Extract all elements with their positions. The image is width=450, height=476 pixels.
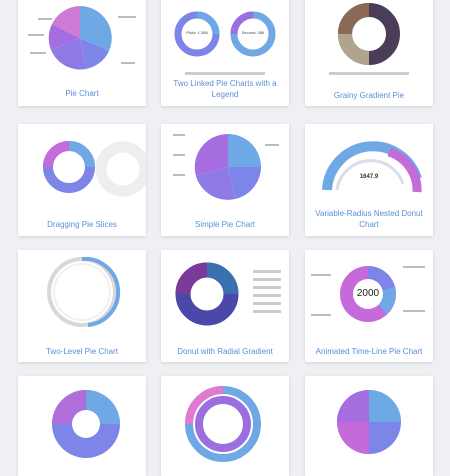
two-linked-pies-thumbnail xyxy=(174,11,276,75)
donut-radial-gradient-thumbnail xyxy=(175,262,281,326)
gallery-card-row4-middle[interactable] xyxy=(161,376,289,476)
right-pie-label: Second: 389 xyxy=(241,30,265,35)
row4-left-pie-thumbnail xyxy=(52,390,120,458)
simple-pie-chart-thumbnail xyxy=(173,133,279,200)
nested-donut-value: 1647.9 xyxy=(359,174,379,180)
card-title[interactable]: Animated Time-Line Pie Chart xyxy=(315,347,423,356)
pie-chart-thumbnail xyxy=(28,6,136,70)
gallery-card-two-linked-pies[interactable]: Pluto: 1,388 Second: 389 Two Linked Pie … xyxy=(161,0,289,106)
timeline-year: 2000 xyxy=(356,288,380,299)
dragging-pie-slices-thumbnail xyxy=(43,141,146,197)
gallery-card-dragging-pie-slices[interactable]: Dragging Pie Slices xyxy=(18,124,146,236)
grainy-gradient-pie-thumbnail xyxy=(329,3,409,75)
variable-radius-nested-donut-thumbnail xyxy=(322,141,422,193)
gallery-card-pie-chart[interactable]: Pie Chart xyxy=(18,0,146,106)
left-pie-label: Pluto: 1,388 xyxy=(186,30,208,35)
two-level-pie-chart-thumbnail xyxy=(47,256,121,327)
card-title[interactable]: Variable-Radius Nested Donut Chart xyxy=(315,209,423,229)
gallery-card-row4-left[interactable] xyxy=(18,376,146,476)
card-title[interactable]: Two-Level Pie Chart xyxy=(45,347,119,356)
card-title[interactable]: Grainy Gradient Pie xyxy=(333,91,405,100)
animated-timeline-pie-thumbnail xyxy=(311,266,425,322)
card-title[interactable]: Pie Chart xyxy=(65,89,99,98)
gallery-card-donut-radial-gradient[interactable]: Donut with Radial Gradient xyxy=(161,250,289,362)
gallery-card-grainy-gradient-pie[interactable]: Grainy Gradient Pie xyxy=(305,0,433,106)
card-title[interactable]: Simple Pie Chart xyxy=(194,220,256,229)
gallery-card-animated-timeline-pie[interactable]: 2000 Animated Time-Line Pie Chart xyxy=(305,250,433,362)
gallery-card-two-level-pie-chart[interactable]: Two-Level Pie Chart xyxy=(18,250,146,362)
row4-right-pie-thumbnail xyxy=(337,390,401,454)
gallery-card-simple-pie-chart[interactable]: Simple Pie Chart xyxy=(161,124,289,236)
gallery-card-row4-right[interactable] xyxy=(305,376,433,476)
card-title[interactable]: Two Linked Pie Charts with a Legend xyxy=(173,79,277,99)
card-title[interactable]: Dragging Pie Slices xyxy=(47,220,117,229)
row4-middle-sunburst-thumbnail xyxy=(185,386,261,462)
card-title[interactable]: Donut with Radial Gradient xyxy=(177,347,273,356)
gallery-card-variable-radius-nested-donut[interactable]: 1647.9 Variable-Radius Nested Donut Char… xyxy=(305,124,433,236)
